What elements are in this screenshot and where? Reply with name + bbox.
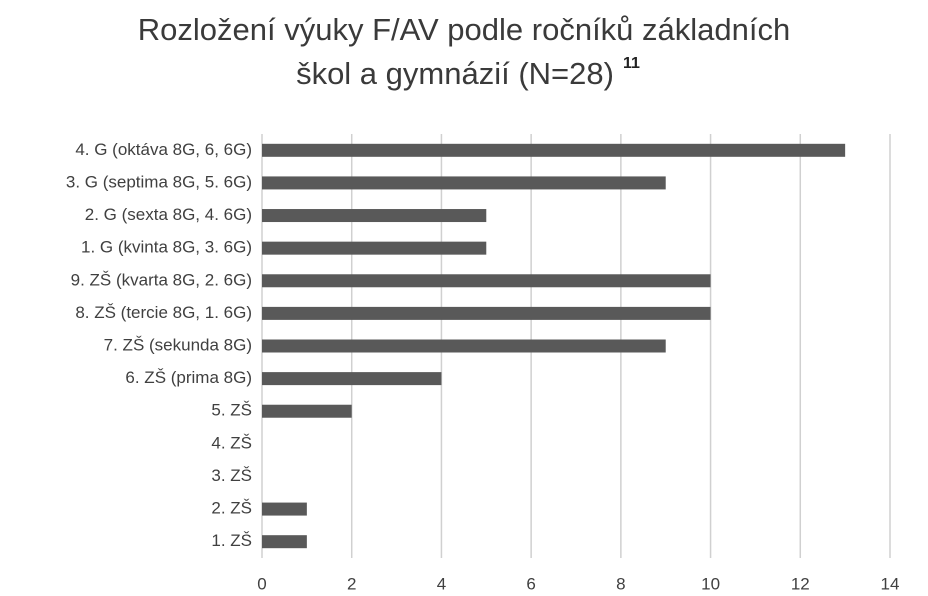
bar (262, 372, 442, 386)
y-tick-label: 2. G (sexta 8G, 4. 6G) (85, 205, 252, 224)
x-tick-label: 10 (701, 574, 720, 593)
y-tick-label: 3. G (septima 8G, 5. 6G) (66, 172, 252, 191)
chart-title: Rozložení výuky F/AV podle ročníků zákla… (138, 12, 790, 47)
y-tick-label: 7. ZŠ (sekunda 8G) (104, 335, 252, 354)
y-tick-label: 1. ZŠ (211, 531, 252, 550)
y-tick-label: 9. ZŠ (kvarta 8G, 2. 6G) (71, 270, 252, 289)
bar (262, 306, 711, 320)
y-tick-label: 4. ZŠ (211, 433, 252, 452)
x-tick-label: 14 (881, 574, 900, 593)
bar (262, 274, 711, 288)
bar (262, 209, 487, 223)
bar (262, 502, 307, 516)
bar (262, 404, 352, 418)
y-tick-label: 3. ZŠ (211, 466, 252, 485)
y-tick-label: 4. G (oktáva 8G, 6, 6G) (75, 140, 252, 159)
bar (262, 241, 487, 255)
chart-title: škol a gymnázií (N=28) (296, 56, 614, 91)
bar (262, 339, 666, 353)
y-tick-label: 1. G (kvinta 8G, 3. 6G) (81, 238, 252, 257)
y-tick-label: 6. ZŠ (prima 8G) (125, 368, 252, 387)
x-tick-label: 8 (616, 574, 625, 593)
x-tick-label: 2 (347, 574, 356, 593)
bar (262, 143, 846, 157)
y-tick-label: 8. ZŠ (tercie 8G, 1. 6G) (75, 303, 252, 322)
title-superscript: 11 (623, 55, 640, 72)
x-tick-label: 12 (791, 574, 810, 593)
x-tick-label: 4 (437, 574, 446, 593)
bar (262, 176, 666, 190)
bar (262, 535, 307, 549)
x-tick-label: 6 (526, 574, 535, 593)
y-tick-label: 2. ZŠ (211, 499, 252, 518)
x-tick-label: 0 (257, 574, 266, 593)
y-tick-label: 5. ZŠ (211, 401, 252, 420)
